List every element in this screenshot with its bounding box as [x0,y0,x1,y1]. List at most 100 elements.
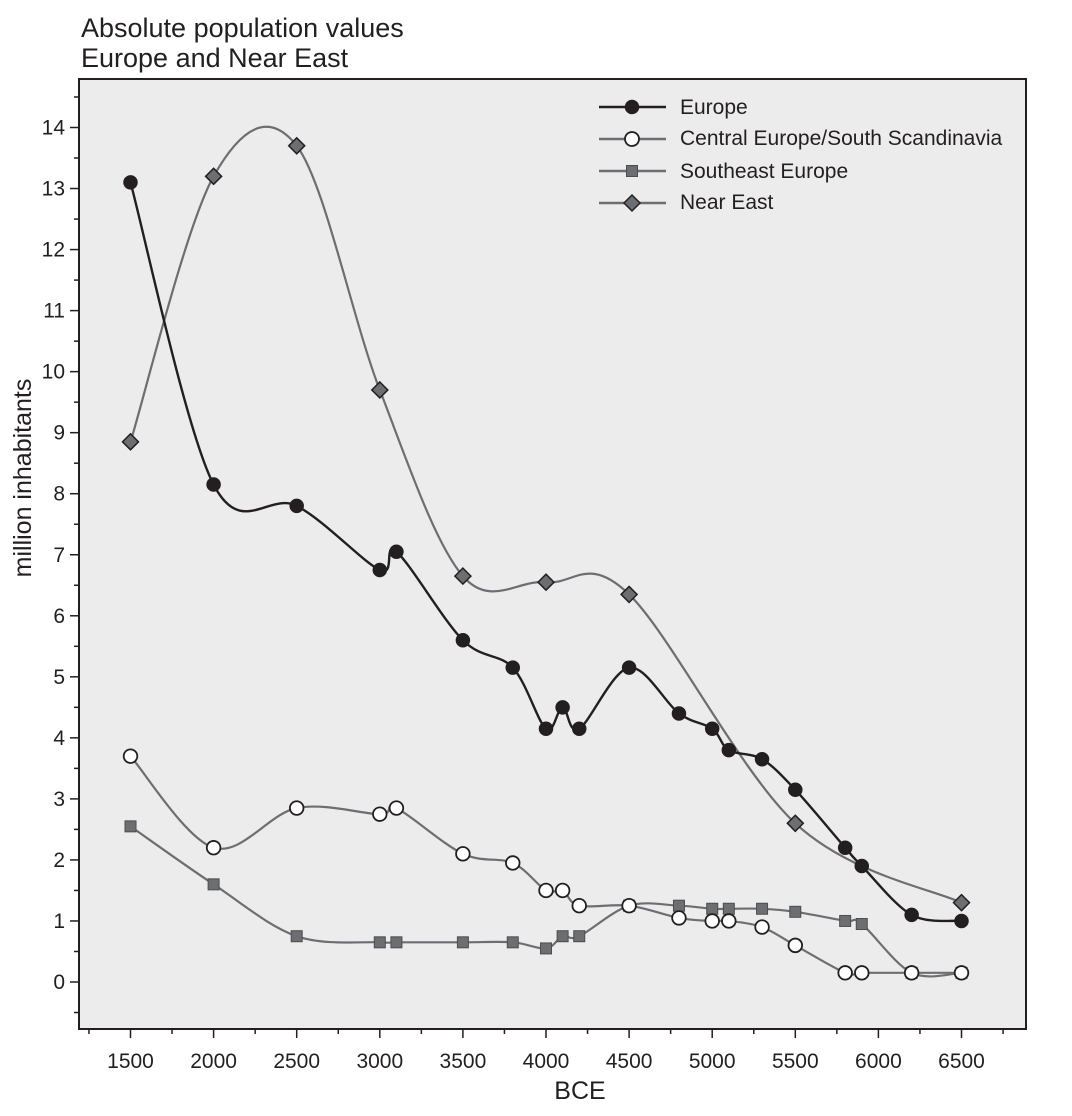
legend-label-europe: Europe [680,96,748,119]
data-point [704,721,720,736]
legend-marker-europe [624,99,640,115]
data-point [854,858,870,874]
chart-subtitle: Europe and Near East [81,43,349,73]
data-point [373,936,386,949]
y-tick-label: 0 [53,971,65,994]
data-point [706,902,719,915]
legend-marker-central-europe [624,131,640,147]
legend-label-near-east: Near East [680,191,774,214]
data-point [555,700,570,715]
data-point [207,878,220,891]
data-point [903,965,920,981]
plot-area [78,78,1027,1030]
x-tick-label: 3500 [440,1050,487,1073]
legend-marker-near-east [622,193,642,213]
data-point [671,910,687,926]
x-axis-title: BCE [554,1077,605,1105]
series-near-east [121,125,971,912]
data-point [854,965,870,981]
data-point [722,902,735,915]
data-point [754,919,770,935]
data-point [506,936,519,949]
data-point [788,782,803,797]
x-tick-label: 6000 [855,1050,902,1073]
data-point [505,855,521,871]
x-tick-label: 6500 [938,1050,985,1073]
y-tick-label: 4 [53,727,65,750]
data-point [455,632,471,648]
data-point [124,820,137,833]
x-tick-label: 5000 [689,1050,736,1073]
data-point [621,660,637,675]
data-point [789,905,802,918]
data-point [372,806,388,822]
data-point [671,706,687,721]
data-point [540,942,552,955]
y-tick-label: 2 [53,849,65,872]
x-axis-ticks: 1500 2000 2500 3000 3500 4000 4500 5000 5500 6000… [88,1029,1004,1073]
data-point [289,498,304,514]
data-point [953,965,970,981]
data-point [538,721,554,736]
legend-item-southeast-europe: Southeast Europe [599,160,848,183]
data-point [786,814,805,833]
series-line [129,125,962,904]
legend-item-central-europe: Central Europe/South Scandinavia [599,127,1003,150]
x-tick-label: 3000 [356,1050,403,1073]
data-point [556,930,569,943]
legend-label-southeast-europe: Southeast Europe [680,160,848,183]
legend-item-near-east: Near East [599,191,774,214]
data-point [453,567,472,586]
data-point [554,882,571,899]
data-point [620,585,639,604]
data-point [123,175,138,190]
data-point [952,893,971,912]
data-point [370,380,389,400]
x-tick-label: 4500 [606,1050,653,1073]
data-point [756,902,769,915]
x-tick-label: 4000 [523,1050,570,1073]
data-point [837,965,853,981]
data-point [505,660,521,675]
data-point [571,898,587,914]
series-europe [123,175,969,929]
data-point [721,913,737,929]
data-point [290,930,303,943]
chart-title: Absolute population values [81,13,404,43]
data-point [456,936,469,949]
data-point [573,930,586,943]
y-tick-label: 3 [53,788,65,811]
data-point [837,840,853,855]
y-tick-label: 1 [53,910,65,933]
data-point [704,913,720,929]
data-point [287,136,306,155]
x-tick-label: 1500 [107,1050,154,1073]
data-point [390,936,403,949]
data-point [855,918,868,931]
y-tick-label: 13 [42,178,65,201]
series-central-europe-south-scandinavia [122,748,970,981]
data-point [538,882,554,899]
y-tick-label: 9 [53,422,65,445]
data-point [672,899,685,912]
data-point [721,742,737,758]
data-point [206,477,221,492]
data-point [122,748,139,764]
data-point [754,751,770,767]
data-point [839,914,852,927]
data-point [536,573,556,592]
x-tick-label: 2500 [273,1050,320,1073]
y-tick-label: 11 [43,300,65,323]
data-point [389,544,404,559]
y-tick-label: 7 [53,544,65,567]
x-tick-label: 5500 [772,1050,819,1073]
legend-item-europe: Europe [599,96,748,119]
y-tick-label: 14 [42,117,66,140]
data-point [204,167,223,186]
data-point [289,800,305,816]
y-tick-label: 5 [53,666,65,689]
data-point [621,898,637,914]
legend: Europe Central Europe/South Scandinavia … [599,96,1003,214]
